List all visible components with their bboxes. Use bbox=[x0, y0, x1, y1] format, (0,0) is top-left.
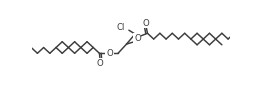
Text: O: O bbox=[106, 49, 113, 58]
Text: O: O bbox=[97, 59, 104, 68]
Text: O: O bbox=[134, 34, 141, 43]
Text: Cl: Cl bbox=[117, 23, 125, 32]
Text: O: O bbox=[143, 19, 149, 28]
